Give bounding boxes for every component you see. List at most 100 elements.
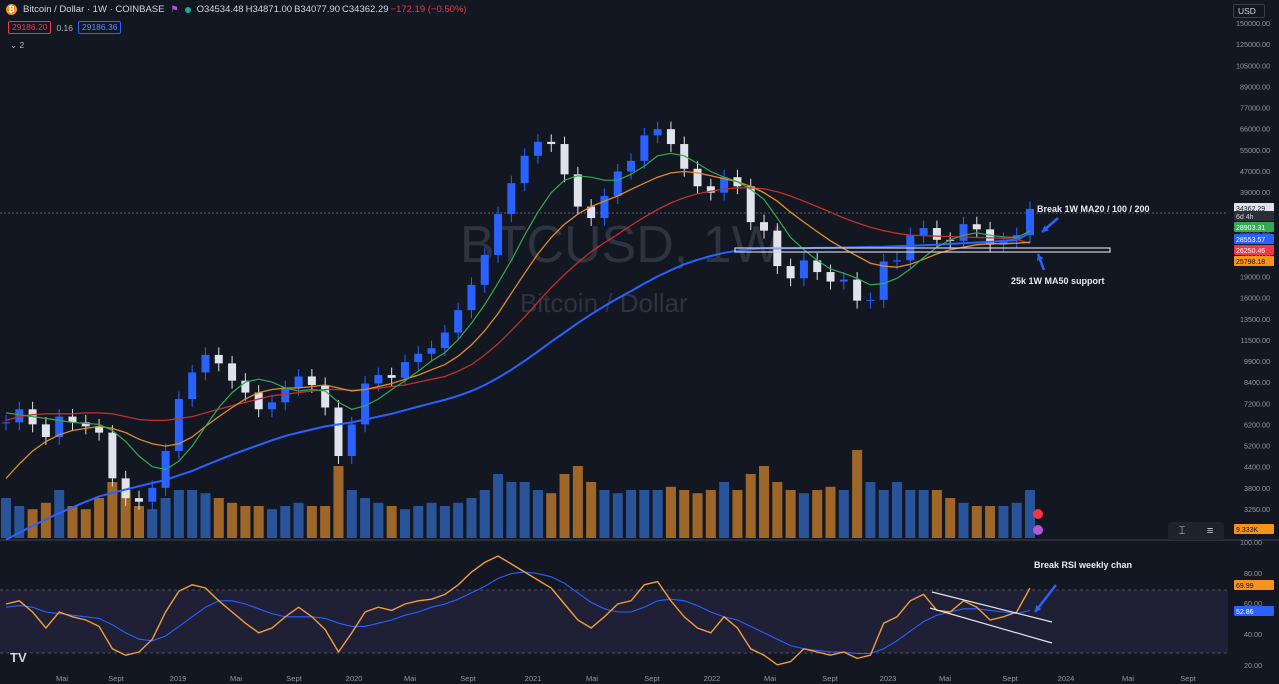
price-tick-label: 16000.00	[1240, 294, 1270, 303]
candle-body	[640, 135, 649, 161]
candle-body	[786, 266, 795, 279]
volume-bar	[173, 490, 184, 538]
candle-body	[1026, 208, 1034, 236]
candle-body	[866, 299, 875, 301]
candle-body	[547, 141, 556, 145]
price-label-box	[1234, 234, 1274, 244]
volume-bar	[599, 490, 610, 538]
spread-value: 0.16	[56, 22, 73, 33]
volume-bar	[905, 490, 916, 538]
symbol-header: ₿ Bitcoin / Dollar · 1W · COINBASE ⚑ O34…	[6, 4, 469, 15]
volume-bar	[306, 506, 317, 538]
flag-icon[interactable]: ⚑	[170, 4, 179, 14]
bitcoin-logo-icon: ₿	[6, 4, 17, 15]
candle-body	[374, 375, 383, 384]
ask-button[interactable]: 29186.36	[78, 21, 122, 34]
volume-bar	[865, 482, 876, 538]
candle-body	[95, 426, 104, 433]
candle-body	[361, 383, 370, 425]
candle-body	[746, 186, 755, 223]
time-axis-label: Mai	[404, 674, 416, 683]
volume-bar	[892, 482, 903, 538]
candle-body	[839, 279, 848, 282]
volume-bar	[453, 502, 464, 538]
price-label: 28903.31	[1236, 225, 1265, 232]
volume-bar	[506, 482, 517, 538]
volume-bar	[586, 482, 597, 538]
price-label: 9.333K	[1236, 527, 1259, 534]
ma20-line	[5, 152, 1031, 471]
volume-bar	[466, 498, 477, 538]
time-axis-label: Sept	[1002, 674, 1018, 683]
candle-body	[706, 186, 715, 193]
volume-bar	[838, 490, 849, 538]
candle-body	[972, 224, 981, 230]
volume-bar	[253, 506, 264, 538]
price-label-box	[1234, 222, 1274, 232]
candle-body	[454, 310, 463, 333]
settings-lines-icon[interactable]: ≡	[1206, 525, 1214, 537]
volume-bar	[918, 490, 929, 538]
time-axis-label: Sept	[460, 674, 476, 683]
volume-bar	[293, 502, 304, 538]
volume-bar	[665, 486, 676, 538]
price-tick-label: 39000.00	[1240, 188, 1270, 197]
price-tick-label: 150000.00	[1236, 19, 1270, 28]
volume-bar	[107, 482, 118, 538]
candle-body	[387, 375, 396, 378]
price-label: 26250.46	[1236, 248, 1265, 255]
candle-body	[414, 353, 423, 363]
time-axis-label: Mai	[1122, 674, 1134, 683]
volume-bar	[266, 509, 277, 538]
candle-body	[55, 416, 64, 437]
candle-body	[720, 177, 729, 193]
text-cursor-icon[interactable]: ⌶	[1178, 524, 1186, 537]
volume-bar	[958, 502, 969, 538]
price-label: 69.99	[1236, 583, 1254, 590]
volume-bar	[187, 490, 198, 538]
arrow-rsi-head	[1035, 605, 1042, 612]
volume-bar	[971, 506, 982, 538]
volume-bar	[120, 490, 131, 538]
candle-body	[148, 487, 157, 502]
annotation-rsi-break: Break RSI weekly chan	[1034, 560, 1132, 570]
support-zone	[734, 247, 1111, 253]
price-label: 6d 4h	[1236, 214, 1254, 221]
volume-bar	[200, 493, 211, 538]
bid-button[interactable]: 29186.20	[8, 21, 52, 34]
time-axis-label: Sept	[1180, 674, 1196, 683]
annotation-break-ma: Break 1W MA20 / 100 / 200	[1037, 204, 1150, 214]
volume-bar	[772, 482, 783, 538]
time-axis-label: Mai	[586, 674, 598, 683]
volume-bar	[639, 490, 650, 538]
time-axis-label: 2024	[1058, 674, 1075, 683]
event-icon	[1033, 525, 1043, 535]
candle-body	[347, 424, 356, 457]
volume-bar	[559, 474, 570, 538]
candle-body	[467, 284, 476, 311]
candle-body	[2, 422, 10, 424]
price-tick-label: 89000.00	[1240, 82, 1270, 91]
volume-bar	[1011, 502, 1022, 538]
symbol-title[interactable]: Bitcoin / Dollar · 1W · COINBASE	[23, 4, 165, 15]
candle-body	[613, 171, 622, 197]
price-label-box	[1234, 524, 1274, 534]
candle-body	[108, 432, 117, 479]
price-tick-label: 105000.00	[1236, 61, 1270, 70]
time-axis-label: 2021	[525, 674, 542, 683]
price-tick-label: 11500.00	[1241, 336, 1270, 345]
candle-body	[666, 129, 675, 145]
rsi-ma-line	[5, 571, 1031, 655]
volume-bar	[705, 490, 716, 538]
time-axis-label: Mai	[764, 674, 776, 683]
candle-body	[121, 478, 130, 499]
candle-body	[879, 261, 888, 300]
currency-selector[interactable]: USD	[1233, 4, 1265, 18]
volume-bar	[413, 506, 424, 538]
indicators-toggle[interactable]: ⌄ 2	[10, 40, 25, 50]
candle-body	[174, 399, 183, 451]
candle-body	[267, 402, 276, 410]
volume-bar	[67, 506, 78, 538]
volume-bar	[732, 490, 743, 538]
